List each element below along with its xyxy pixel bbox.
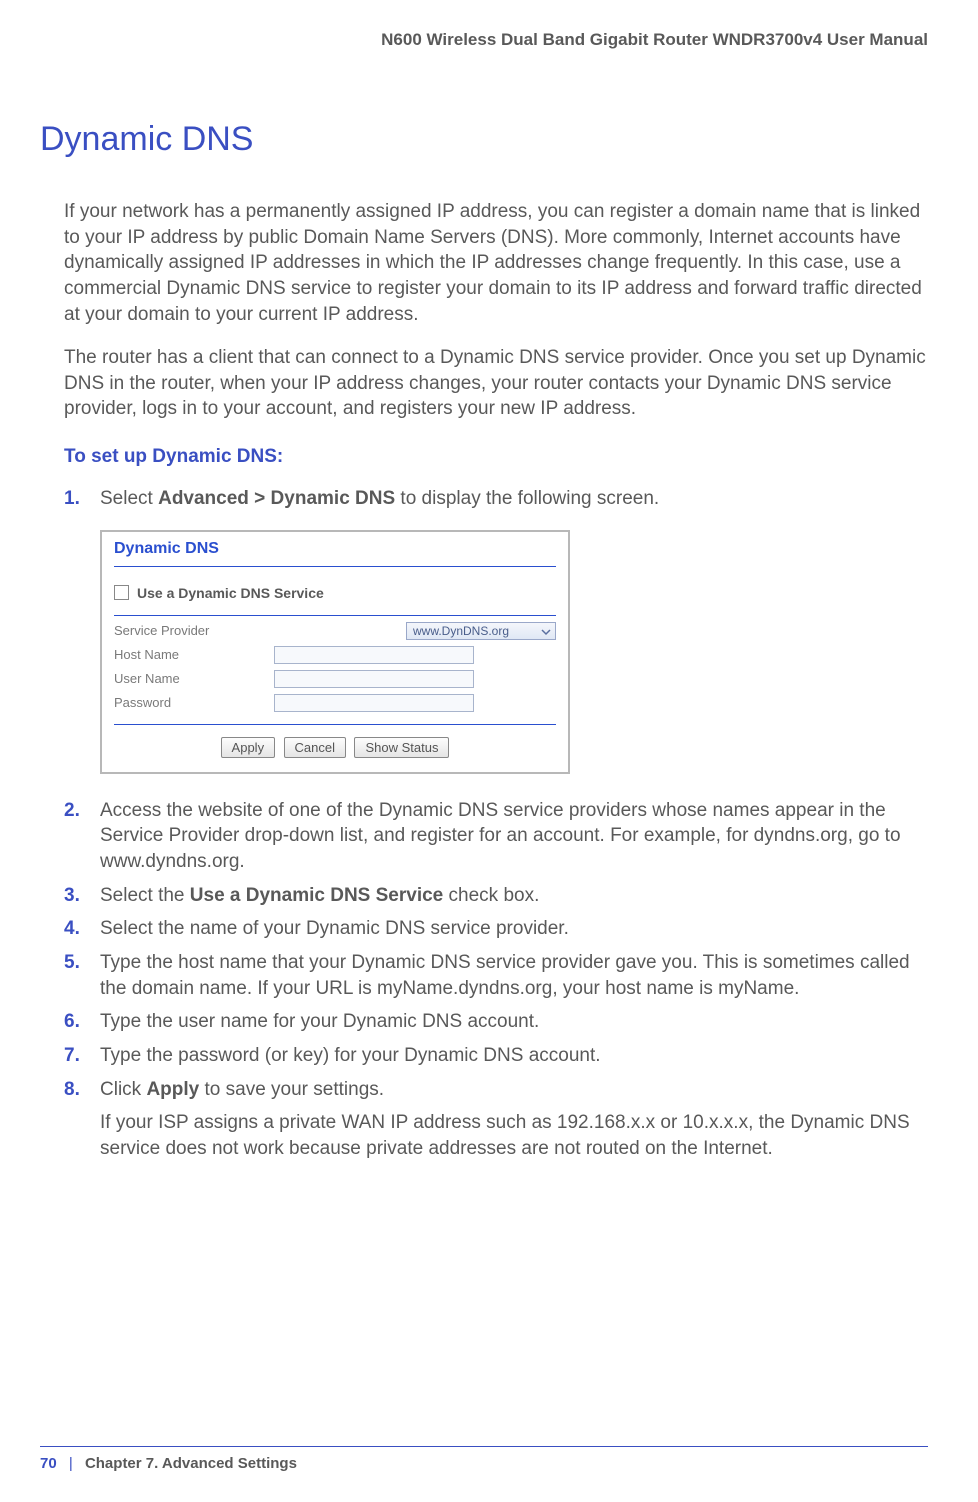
- shot-checkbox-row: Use a Dynamic DNS Service: [114, 585, 556, 601]
- paragraph-1: If your network has a permanently assign…: [64, 199, 928, 327]
- username-row: User Name: [114, 670, 556, 688]
- step-bold: Apply: [146, 1079, 199, 1100]
- cancel-button[interactable]: Cancel: [284, 737, 346, 758]
- step-num: 2.: [64, 798, 100, 875]
- provider-selected-value: www.DynDNS.org: [413, 624, 509, 638]
- username-label: User Name: [114, 671, 274, 686]
- provider-label: Service Provider: [114, 623, 274, 638]
- step-bold: Use a Dynamic DNS Service: [190, 885, 443, 906]
- step-num: 4.: [64, 916, 100, 942]
- footer-page-number: 70: [40, 1455, 57, 1472]
- hostname-input[interactable]: [274, 646, 474, 664]
- step-num: 7.: [64, 1043, 100, 1069]
- step-8: 8. Click Apply to save your settings.: [64, 1077, 928, 1103]
- document-header: N600 Wireless Dual Band Gigabit Router W…: [40, 30, 928, 50]
- step-bold: Advanced > Dynamic DNS: [158, 488, 395, 509]
- step-3: 3. Select the Use a Dynamic DNS Service …: [64, 883, 928, 909]
- step-num: 3.: [64, 883, 100, 909]
- provider-row: Service Provider www.DynDNS.org: [114, 622, 556, 640]
- page-footer: 70 | Chapter 7. Advanced Settings: [40, 1446, 928, 1472]
- step-pre: Select the: [100, 885, 190, 906]
- chevron-down-icon: [539, 625, 553, 639]
- note-paragraph: If your ISP assigns a private WAN IP add…: [100, 1110, 928, 1161]
- step-4: 4. Select the name of your Dynamic DNS s…: [64, 916, 928, 942]
- username-input[interactable]: [274, 670, 474, 688]
- section-title: Dynamic DNS: [40, 120, 928, 159]
- apply-button[interactable]: Apply: [221, 737, 276, 758]
- hostname-row: Host Name: [114, 646, 556, 664]
- subheading-setup: To set up Dynamic DNS:: [64, 446, 928, 468]
- use-ddns-label: Use a Dynamic DNS Service: [137, 585, 324, 601]
- step-num: 1.: [64, 486, 100, 512]
- provider-select[interactable]: www.DynDNS.org: [406, 622, 556, 640]
- step-5: 5. Type the host name that your Dynamic …: [64, 950, 928, 1001]
- step-post: check box.: [443, 885, 539, 906]
- step-text: Type the host name that your Dynamic DNS…: [100, 950, 928, 1001]
- step-text: Access the website of one of the Dynamic…: [100, 798, 928, 875]
- step-text: Click Apply to save your settings.: [100, 1077, 928, 1103]
- shot-button-row: Apply Cancel Show Status: [114, 737, 556, 758]
- password-row: Password: [114, 694, 556, 712]
- password-input[interactable]: [274, 694, 474, 712]
- shot-divider-3: [114, 724, 556, 725]
- step-num: 5.: [64, 950, 100, 1001]
- step-1: 1. Select Advanced > Dynamic DNS to disp…: [64, 486, 928, 512]
- step-text: Type the user name for your Dynamic DNS …: [100, 1009, 928, 1035]
- step-2: 2. Access the website of one of the Dyna…: [64, 798, 928, 875]
- dynamic-dns-screenshot: Dynamic DNS Use a Dynamic DNS Service Se…: [100, 530, 570, 774]
- use-ddns-checkbox[interactable]: [114, 585, 129, 600]
- paragraph-2: The router has a client that can connect…: [64, 345, 928, 422]
- step-post: to display the following screen.: [395, 488, 659, 509]
- password-label: Password: [114, 695, 274, 710]
- shot-panel-title: Dynamic DNS: [114, 540, 556, 558]
- shot-divider-2: [114, 615, 556, 616]
- show-status-button[interactable]: Show Status: [354, 737, 449, 758]
- step-pre: Select: [100, 488, 158, 509]
- step-6: 6. Type the user name for your Dynamic D…: [64, 1009, 928, 1035]
- step-text: Type the password (or key) for your Dyna…: [100, 1043, 928, 1069]
- step-post: to save your settings.: [199, 1079, 384, 1100]
- step-7: 7. Type the password (or key) for your D…: [64, 1043, 928, 1069]
- footer-separator: |: [69, 1455, 73, 1472]
- step-text: Select Advanced > Dynamic DNS to display…: [100, 486, 928, 512]
- footer-chapter: Chapter 7. Advanced Settings: [85, 1455, 297, 1472]
- shot-divider-1: [114, 566, 556, 567]
- hostname-label: Host Name: [114, 647, 274, 662]
- step-pre: Click: [100, 1079, 146, 1100]
- step-num: 6.: [64, 1009, 100, 1035]
- step-text: Select the name of your Dynamic DNS serv…: [100, 916, 928, 942]
- step-num: 8.: [64, 1077, 100, 1103]
- step-text: Select the Use a Dynamic DNS Service che…: [100, 883, 928, 909]
